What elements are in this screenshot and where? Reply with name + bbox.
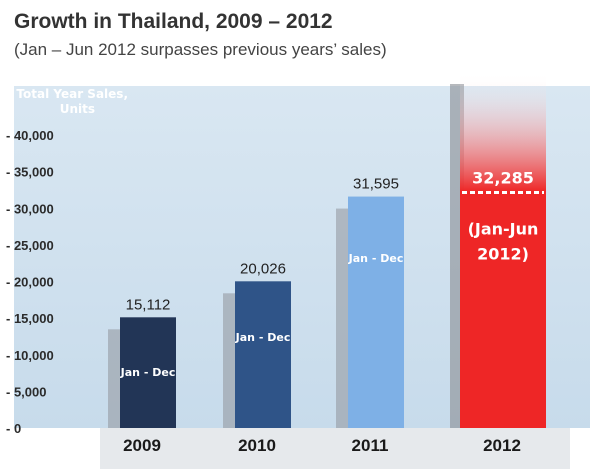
x-tick-label-2009: 2009	[123, 436, 161, 455]
value-label-2010: 20,026	[240, 260, 286, 277]
y-tick-label-7: - 35,000	[6, 165, 54, 180]
y-tick-label-6: - 30,000	[6, 201, 54, 216]
chart-title: Growth in Thailand, 2009 – 2012	[14, 10, 333, 33]
y-tick-label-0: - 0	[6, 421, 21, 436]
chart-subtitle: (Jan – Jun 2012 surpasses previous years…	[14, 40, 387, 59]
bar-note-2011: Jan - Dec	[348, 252, 404, 265]
y-axis-label-line-1: Total Year Sales,	[16, 87, 128, 101]
y-axis-label-line-2: Units	[60, 102, 95, 116]
bar-note-2009: Jan - Dec	[120, 366, 176, 379]
bar-labels: 15,112 Jan - Dec 20,026 Jan - Dec 31,595 Jan …	[120, 169, 539, 379]
bars	[120, 72, 546, 428]
y-tick-label-4: - 20,000	[6, 275, 54, 290]
x-tick-label-2011: 2011	[352, 436, 389, 455]
bar-2009	[120, 317, 176, 428]
bar-note-2012-line-2: 2012)	[477, 245, 529, 264]
y-tick-label-2: - 10,000	[6, 348, 54, 363]
value-label-2009: 15,112	[126, 296, 171, 313]
y-tick-label-3: - 15,000	[6, 311, 54, 326]
x-axis-band	[100, 428, 570, 469]
bar-note-2010: Jan - Dec	[235, 331, 291, 344]
y-axis: - 0 - 5,000 - 10,000 - 15,000 - 20,000 - 25,0…	[6, 128, 54, 436]
value-label-2011: 31,595	[353, 176, 399, 193]
x-axis: 2009 2010 2011 2012	[100, 428, 570, 469]
x-tick-label-2012: 2012	[483, 436, 521, 455]
bar-2012	[460, 191, 546, 428]
y-tick-label-8: - 40,000	[6, 128, 54, 143]
value-label-2012: 32,285	[472, 169, 534, 188]
bar-2011	[348, 196, 404, 428]
bar-2012-fade	[460, 72, 546, 192]
bar-2010	[235, 281, 291, 428]
x-tick-label-2010: 2010	[238, 436, 276, 455]
bar-note-2012-line-1: (Jan-Jun	[468, 220, 539, 239]
y-tick-label-1: - 5,000	[6, 384, 46, 399]
y-tick-label-5: - 25,000	[6, 238, 54, 253]
